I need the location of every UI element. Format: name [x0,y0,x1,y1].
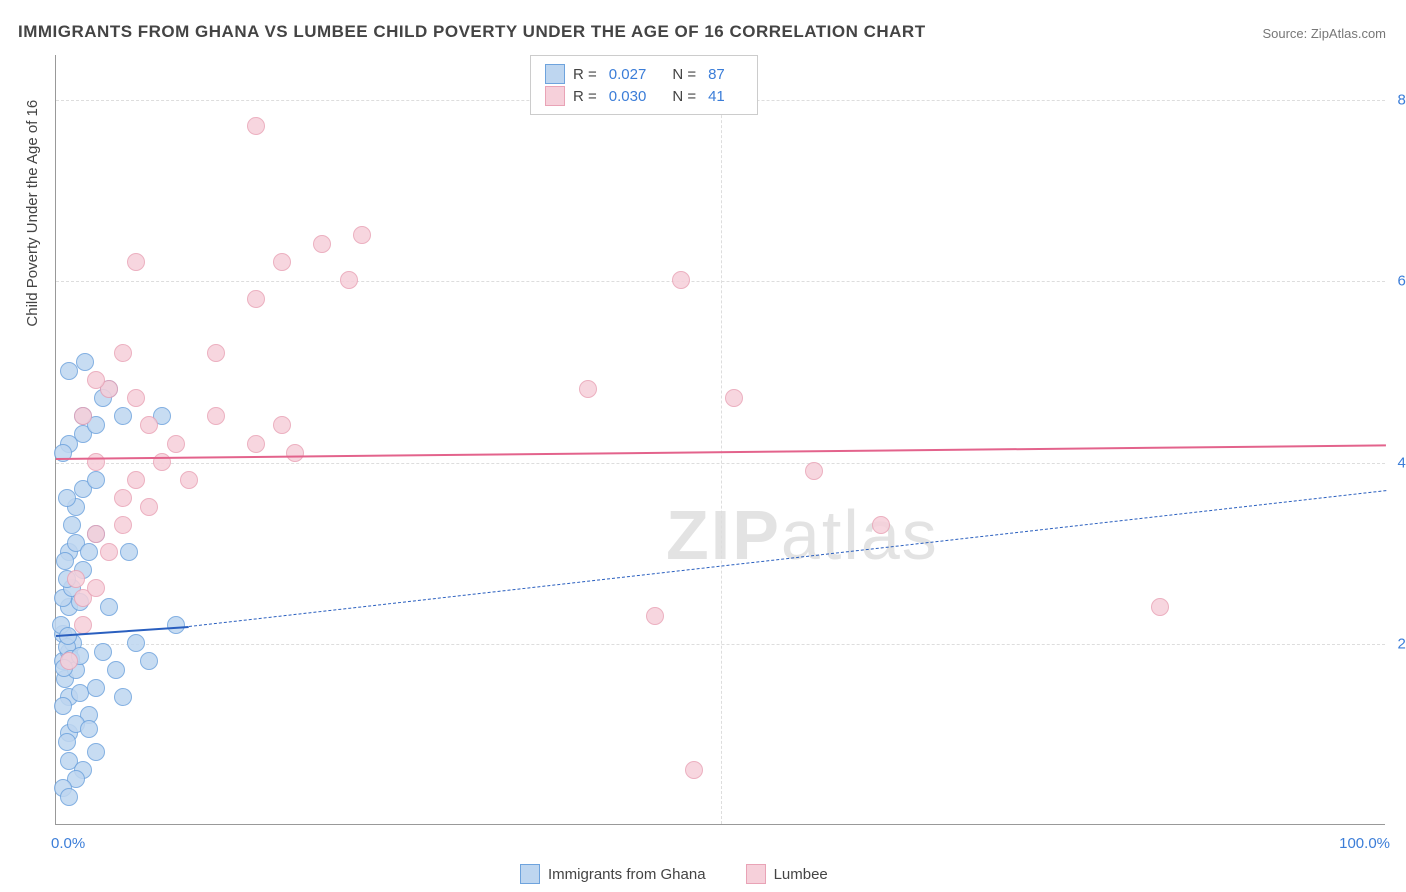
data-point [180,471,198,489]
y-axis-label: Child Poverty Under the Age of 16 [24,100,41,327]
data-point [207,344,225,362]
data-point [313,235,331,253]
r-value-ghana: 0.027 [609,66,647,83]
gridline-vertical [721,55,722,824]
data-point [127,471,145,489]
data-point [167,435,185,453]
data-point [87,679,105,697]
r-value-lumbee: 0.030 [609,88,647,105]
n-label: N = [672,66,696,83]
watermark-rest: atlas [781,496,939,574]
data-point [76,353,94,371]
n-value-lumbee: 41 [708,88,725,105]
data-point [247,290,265,308]
data-point [872,516,890,534]
data-point [94,643,112,661]
data-point [127,253,145,271]
data-point [80,543,98,561]
trend-line-dashed [189,490,1386,627]
data-point [120,543,138,561]
data-point [140,416,158,434]
swatch-icon [520,864,540,884]
data-point [58,489,76,507]
data-point [60,362,78,380]
data-point [87,525,105,543]
data-point [207,407,225,425]
data-point [247,117,265,135]
data-point [56,552,74,570]
data-point [87,453,105,471]
series-name-lumbee: Lumbee [774,866,828,883]
plot-area: ZIPatlas 20.0%40.0%60.0%80.0%0.0%100.0% [55,55,1385,825]
data-point [87,471,105,489]
legend-item-lumbee: Lumbee [746,864,828,884]
data-point [167,616,185,634]
r-label: R = [573,66,597,83]
swatch-icon [545,64,565,84]
correlation-legend: R = 0.027 N = 87 R = 0.030 N = 41 [530,55,758,115]
data-point [87,579,105,597]
y-tick-label: 20.0% [1390,635,1406,652]
data-point [80,720,98,738]
data-point [87,371,105,389]
legend-item-ghana: Immigrants from Ghana [520,864,706,884]
data-point [579,380,597,398]
data-point [67,570,85,588]
chart-title: IMMIGRANTS FROM GHANA VS LUMBEE CHILD PO… [18,22,926,42]
legend-row-lumbee: R = 0.030 N = 41 [545,86,743,106]
y-tick-label: 40.0% [1390,454,1406,471]
data-point [114,516,132,534]
data-point [286,444,304,462]
watermark: ZIPatlas [666,495,939,575]
data-point [153,453,171,471]
y-tick-label: 80.0% [1390,92,1406,109]
data-point [74,407,92,425]
x-tick-max: 100.0% [1339,835,1390,852]
data-point [725,389,743,407]
r-label: R = [573,88,597,105]
data-point [127,634,145,652]
data-point [63,516,81,534]
data-point [60,788,78,806]
legend-row-ghana: R = 0.027 N = 87 [545,64,743,84]
data-point [114,688,132,706]
data-point [114,407,132,425]
data-point [100,543,118,561]
data-point [140,498,158,516]
data-point [140,652,158,670]
data-point [646,607,664,625]
watermark-bold: ZIP [666,496,781,574]
data-point [114,344,132,362]
data-point [114,489,132,507]
data-point [672,271,690,289]
data-point [273,253,291,271]
series-legend: Immigrants from Ghana Lumbee [520,864,828,884]
data-point [685,761,703,779]
series-name-ghana: Immigrants from Ghana [548,866,706,883]
data-point [54,697,72,715]
source-attribution: Source: ZipAtlas.com [1262,26,1386,41]
data-point [247,435,265,453]
data-point [127,389,145,407]
data-point [353,226,371,244]
x-tick-min: 0.0% [51,835,85,852]
swatch-icon [545,86,565,106]
data-point [340,271,358,289]
data-point [273,416,291,434]
data-point [74,616,92,634]
data-point [60,652,78,670]
n-value-ghana: 87 [708,66,725,83]
data-point [100,598,118,616]
chart-container: IMMIGRANTS FROM GHANA VS LUMBEE CHILD PO… [0,0,1406,892]
data-point [107,661,125,679]
swatch-icon [746,864,766,884]
n-label: N = [672,88,696,105]
data-point [1151,598,1169,616]
data-point [87,743,105,761]
data-point [805,462,823,480]
y-tick-label: 60.0% [1390,273,1406,290]
data-point [58,733,76,751]
